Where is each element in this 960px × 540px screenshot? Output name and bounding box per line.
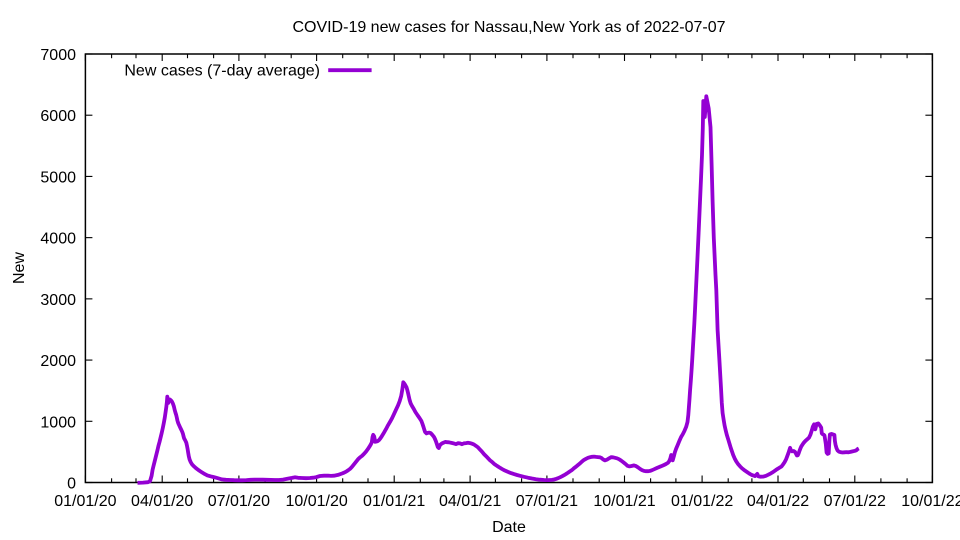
svg-text:07/01/22: 07/01/22: [824, 493, 886, 510]
svg-text:04/01/20: 04/01/20: [131, 493, 193, 510]
svg-text:07/01/20: 07/01/20: [208, 493, 270, 510]
svg-text:0: 0: [67, 476, 76, 493]
svg-text:04/01/22: 04/01/22: [747, 493, 809, 510]
svg-text:01/01/21: 01/01/21: [363, 493, 425, 510]
svg-text:10/01/20: 10/01/20: [285, 493, 347, 510]
svg-text:01/01/22: 01/01/22: [671, 493, 733, 510]
svg-text:07/01/21: 07/01/21: [516, 493, 578, 510]
svg-text:New cases (7-day average): New cases (7-day average): [124, 63, 320, 80]
svg-text:3000: 3000: [40, 292, 76, 309]
svg-text:7000: 7000: [40, 47, 76, 64]
svg-text:4000: 4000: [40, 231, 76, 248]
svg-text:New: New: [11, 252, 28, 284]
svg-text:10/01/22: 10/01/22: [901, 493, 960, 510]
svg-text:6000: 6000: [40, 108, 76, 125]
svg-text:Date: Date: [492, 519, 526, 536]
svg-text:01/01/20: 01/01/20: [54, 493, 116, 510]
svg-text:COVID-19 new cases for Nassau,: COVID-19 new cases for Nassau,New York a…: [292, 19, 725, 36]
svg-text:10/01/21: 10/01/21: [593, 493, 655, 510]
svg-text:04/01/21: 04/01/21: [439, 493, 501, 510]
svg-text:2000: 2000: [40, 353, 76, 370]
svg-text:1000: 1000: [40, 414, 76, 431]
svg-text:5000: 5000: [40, 169, 76, 186]
